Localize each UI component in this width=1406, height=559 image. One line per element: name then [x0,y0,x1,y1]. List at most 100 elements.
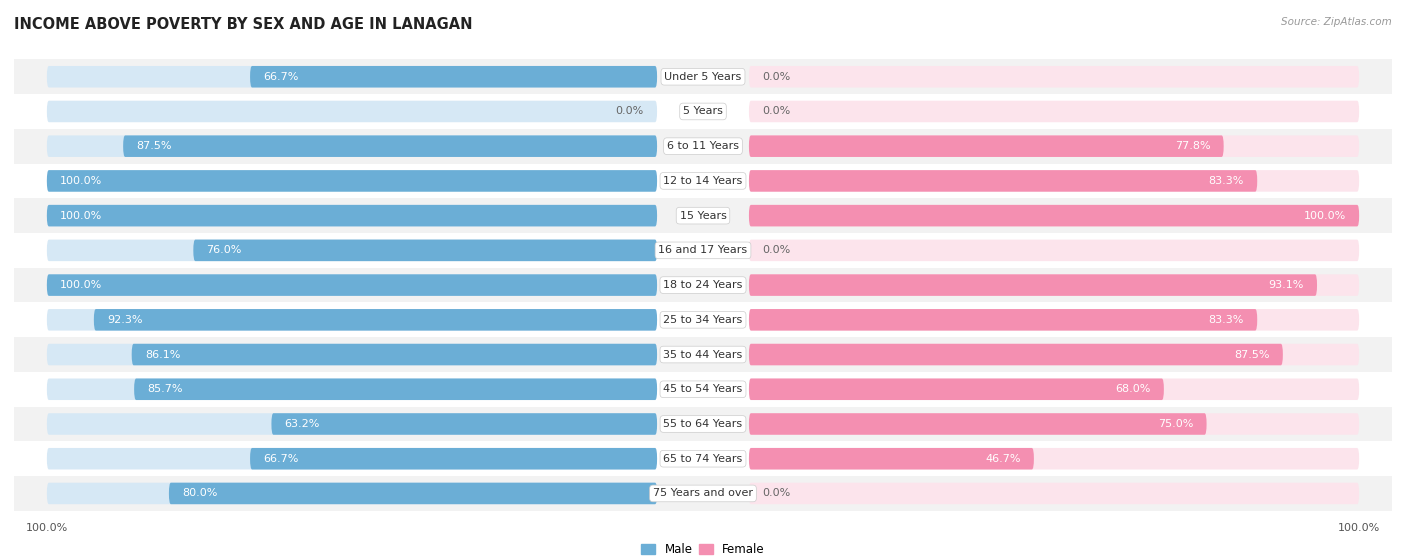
FancyBboxPatch shape [749,274,1317,296]
Text: 68.0%: 68.0% [1115,384,1150,394]
Text: 83.3%: 83.3% [1209,315,1244,325]
Text: 25 to 34 Years: 25 to 34 Years [664,315,742,325]
FancyBboxPatch shape [250,448,657,470]
Text: 35 to 44 Years: 35 to 44 Years [664,349,742,359]
FancyBboxPatch shape [250,66,657,88]
FancyBboxPatch shape [46,240,657,261]
Text: 100.0%: 100.0% [60,211,103,221]
FancyBboxPatch shape [46,309,657,330]
FancyBboxPatch shape [46,448,657,470]
FancyBboxPatch shape [749,205,1360,226]
FancyBboxPatch shape [749,170,1360,192]
Text: 66.7%: 66.7% [263,454,298,464]
Text: 0.0%: 0.0% [616,106,644,116]
Text: 46.7%: 46.7% [986,454,1021,464]
FancyBboxPatch shape [46,274,657,296]
FancyBboxPatch shape [749,413,1360,435]
FancyBboxPatch shape [46,482,657,504]
Text: 5 Years: 5 Years [683,106,723,116]
FancyBboxPatch shape [749,135,1223,157]
Bar [14,268,1392,302]
FancyBboxPatch shape [749,448,1360,470]
Text: INCOME ABOVE POVERTY BY SEX AND AGE IN LANAGAN: INCOME ABOVE POVERTY BY SEX AND AGE IN L… [14,17,472,32]
Text: 0.0%: 0.0% [762,72,790,82]
FancyBboxPatch shape [169,482,657,504]
Text: 65 to 74 Years: 65 to 74 Years [664,454,742,464]
Text: 16 and 17 Years: 16 and 17 Years [658,245,748,255]
Text: 87.5%: 87.5% [136,141,172,151]
FancyBboxPatch shape [749,482,1360,504]
Text: 87.5%: 87.5% [1234,349,1270,359]
Text: 85.7%: 85.7% [148,384,183,394]
FancyBboxPatch shape [46,274,657,296]
Text: Under 5 Years: Under 5 Years [665,72,741,82]
FancyBboxPatch shape [749,413,1206,435]
Bar [14,337,1392,372]
FancyBboxPatch shape [749,309,1360,330]
Bar [14,372,1392,406]
Bar [14,406,1392,442]
FancyBboxPatch shape [46,205,657,226]
FancyBboxPatch shape [749,205,1360,226]
Text: 63.2%: 63.2% [284,419,321,429]
FancyBboxPatch shape [749,448,1033,470]
FancyBboxPatch shape [46,413,657,435]
FancyBboxPatch shape [749,309,1257,330]
Text: 0.0%: 0.0% [762,106,790,116]
Text: 83.3%: 83.3% [1209,176,1244,186]
FancyBboxPatch shape [193,240,657,261]
Text: 18 to 24 Years: 18 to 24 Years [664,280,742,290]
FancyBboxPatch shape [749,135,1360,157]
Text: 15 Years: 15 Years [679,211,727,221]
Text: 6 to 11 Years: 6 to 11 Years [666,141,740,151]
FancyBboxPatch shape [271,413,657,435]
Legend: Male, Female: Male, Female [637,538,769,559]
Text: 100.0%: 100.0% [60,176,103,186]
Bar [14,94,1392,129]
Text: 45 to 54 Years: 45 to 54 Years [664,384,742,394]
Text: 100.0%: 100.0% [1303,211,1346,221]
Text: 80.0%: 80.0% [181,489,218,499]
FancyBboxPatch shape [749,344,1360,366]
Bar [14,442,1392,476]
Text: 76.0%: 76.0% [207,245,242,255]
Text: 86.1%: 86.1% [145,349,180,359]
Bar [14,476,1392,511]
FancyBboxPatch shape [124,135,657,157]
FancyBboxPatch shape [749,344,1282,366]
FancyBboxPatch shape [46,135,657,157]
Text: 0.0%: 0.0% [762,245,790,255]
Bar [14,198,1392,233]
FancyBboxPatch shape [46,170,657,192]
Text: 92.3%: 92.3% [107,315,142,325]
FancyBboxPatch shape [46,101,657,122]
FancyBboxPatch shape [46,205,657,226]
FancyBboxPatch shape [749,378,1164,400]
FancyBboxPatch shape [46,170,657,192]
Text: Source: ZipAtlas.com: Source: ZipAtlas.com [1281,17,1392,27]
Bar [14,233,1392,268]
Text: 93.1%: 93.1% [1268,280,1303,290]
Text: 55 to 64 Years: 55 to 64 Years [664,419,742,429]
FancyBboxPatch shape [94,309,657,330]
Text: 77.8%: 77.8% [1175,141,1211,151]
Bar [14,164,1392,198]
FancyBboxPatch shape [749,66,1360,88]
FancyBboxPatch shape [749,101,1360,122]
FancyBboxPatch shape [46,344,657,366]
Text: 66.7%: 66.7% [263,72,298,82]
FancyBboxPatch shape [749,240,1360,261]
FancyBboxPatch shape [46,378,657,400]
Bar [14,129,1392,164]
Text: 0.0%: 0.0% [762,489,790,499]
Text: 75.0%: 75.0% [1159,419,1194,429]
Text: 100.0%: 100.0% [60,280,103,290]
FancyBboxPatch shape [749,170,1257,192]
FancyBboxPatch shape [132,344,657,366]
FancyBboxPatch shape [46,66,657,88]
FancyBboxPatch shape [134,378,657,400]
FancyBboxPatch shape [749,274,1360,296]
Text: 75 Years and over: 75 Years and over [652,489,754,499]
FancyBboxPatch shape [749,378,1360,400]
Bar [14,302,1392,337]
